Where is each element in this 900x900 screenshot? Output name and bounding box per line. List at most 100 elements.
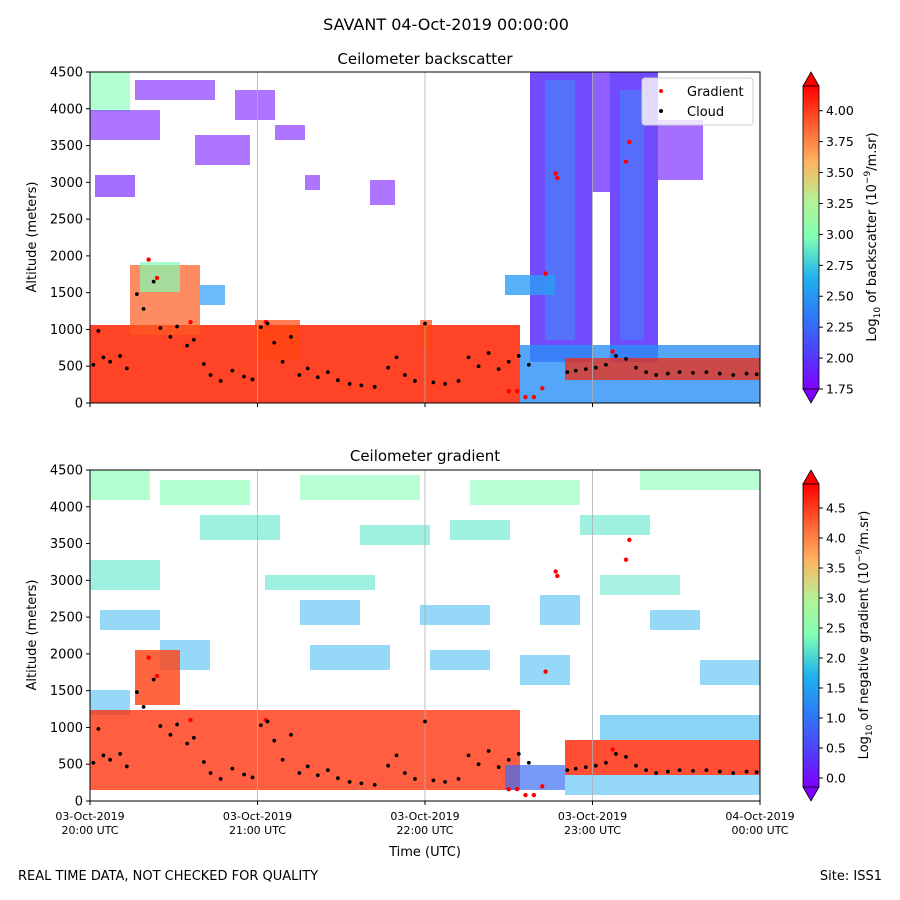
cloud-point	[272, 738, 277, 743]
cloud-point	[665, 371, 670, 376]
cloud-point	[289, 334, 293, 339]
cloud-point	[265, 719, 270, 724]
gradient-field-patch	[90, 470, 150, 500]
gradient-field-patch	[565, 775, 760, 795]
y-tick-label: 500	[58, 360, 83, 375]
cloud-point	[443, 779, 447, 784]
cloud-point	[151, 677, 156, 682]
cloud-point	[526, 362, 531, 367]
cloud-point	[135, 690, 139, 695]
cloud-point	[754, 770, 759, 775]
cloud-point	[191, 337, 196, 342]
y-tick-label: 2000	[50, 249, 83, 264]
cloud-point	[456, 777, 461, 781]
gradient-point	[506, 787, 511, 792]
cloud-point	[496, 765, 501, 770]
colorbar-tick-label: 4.0	[826, 531, 846, 546]
colorbar-tick-label: 4.5	[826, 501, 846, 516]
cloud-point	[185, 741, 190, 746]
backscatter-field-patch	[305, 175, 320, 190]
legend-cloud-marker	[659, 109, 663, 113]
backscatter-field-patch	[658, 120, 703, 180]
gradient-point	[555, 573, 560, 579]
backscatter-y-axis: 0 500 1000 1500 2000 2500 3000 3500 4000 4500	[50, 66, 90, 412]
gradient-field-patch	[470, 480, 580, 505]
cloud-point	[347, 779, 352, 784]
y-tick-label: 1500	[50, 286, 83, 301]
y-tick-label: 3500	[50, 139, 83, 154]
colorbar-gradient	[802, 483, 820, 788]
gradient-field-patch	[430, 650, 490, 670]
cloud-point	[108, 359, 112, 364]
cloud-point	[516, 752, 521, 756]
legend-gradient-marker	[659, 89, 663, 93]
backscatter-colorbar: 1.75 2.00 2.25 2.50 2.75 3.00 3.25 3.50 3.75 4.00…	[802, 71, 883, 404]
y-tick-label: 500	[58, 758, 83, 773]
cloud-point	[394, 355, 399, 360]
footer-disclaimer: REAL TIME DATA, NOT CHECKED FOR QUALITY	[18, 869, 319, 884]
cloud-point	[386, 763, 391, 768]
gradient-point	[514, 389, 520, 394]
y-tick-label: 1000	[50, 721, 83, 736]
cloud-point	[423, 719, 427, 724]
cloud-point	[359, 383, 364, 388]
cloud-point	[644, 370, 648, 375]
cloud-point	[386, 365, 391, 370]
cloud-point	[218, 777, 223, 781]
cloud-point	[230, 766, 235, 771]
cloud-point	[289, 732, 293, 737]
cloud-point	[108, 757, 112, 762]
colorbar-tick-label: 3.00	[826, 227, 854, 242]
cloud-point	[325, 370, 330, 375]
cloud-point	[280, 359, 285, 364]
gradient-field-patch	[100, 610, 160, 630]
y-tick-label: 0	[75, 397, 83, 412]
backscatter-field-patch	[505, 275, 555, 295]
gradient-field-patch	[565, 740, 760, 775]
backscatter-field-patch	[90, 72, 130, 112]
y-tick-label: 2500	[50, 213, 83, 228]
cloud-point	[593, 365, 598, 370]
cloud-point	[336, 776, 340, 781]
cloud-point	[168, 732, 173, 737]
cloud-point	[654, 771, 659, 775]
backscatter-legend: Gradient Cloud	[641, 77, 754, 126]
gradient-point	[154, 275, 160, 281]
cloud-point	[506, 757, 511, 762]
cloud-point	[634, 365, 638, 370]
cloud-point	[325, 768, 330, 773]
cloud-point	[158, 326, 163, 330]
cloud-point	[476, 762, 481, 767]
gradient-field-patch	[200, 515, 280, 540]
cloud-point	[516, 354, 521, 358]
cloud-point	[583, 367, 588, 372]
gradient-point	[146, 655, 151, 660]
gradient-point	[188, 319, 193, 325]
colorbar-extend-min	[802, 388, 820, 404]
cloud-point	[754, 372, 759, 377]
gradient-field-patch	[310, 645, 390, 670]
cloud-point	[403, 771, 407, 775]
gradient-field-patch	[600, 715, 760, 740]
cloud-point	[634, 763, 638, 768]
cloud-point	[91, 362, 96, 367]
x-tick-label: 03-Oct-2019 20:00 UTC	[55, 810, 124, 837]
gradient-point	[627, 139, 632, 145]
gradient-field-patch	[640, 470, 760, 490]
colorbar-tick-label: 2.5	[826, 621, 846, 636]
backscatter-field-patch	[275, 125, 305, 140]
y-tick-label: 3000	[50, 574, 83, 589]
cloud-point	[118, 354, 123, 358]
y-tick-label: 4500	[50, 464, 83, 479]
cloud-point	[456, 379, 461, 383]
cloud-point	[443, 381, 447, 386]
colorbar-tick-label: 3.0	[826, 591, 846, 606]
x-tick-label: 03-Oct-2019 21:00 UTC	[223, 810, 292, 837]
cloud-point	[506, 359, 511, 364]
cloud-point	[141, 704, 146, 709]
cloud-point	[413, 777, 417, 781]
cloud-point	[413, 379, 417, 383]
gradient-point	[543, 669, 548, 674]
gradient-point	[506, 389, 511, 394]
cloud-point	[218, 379, 223, 383]
